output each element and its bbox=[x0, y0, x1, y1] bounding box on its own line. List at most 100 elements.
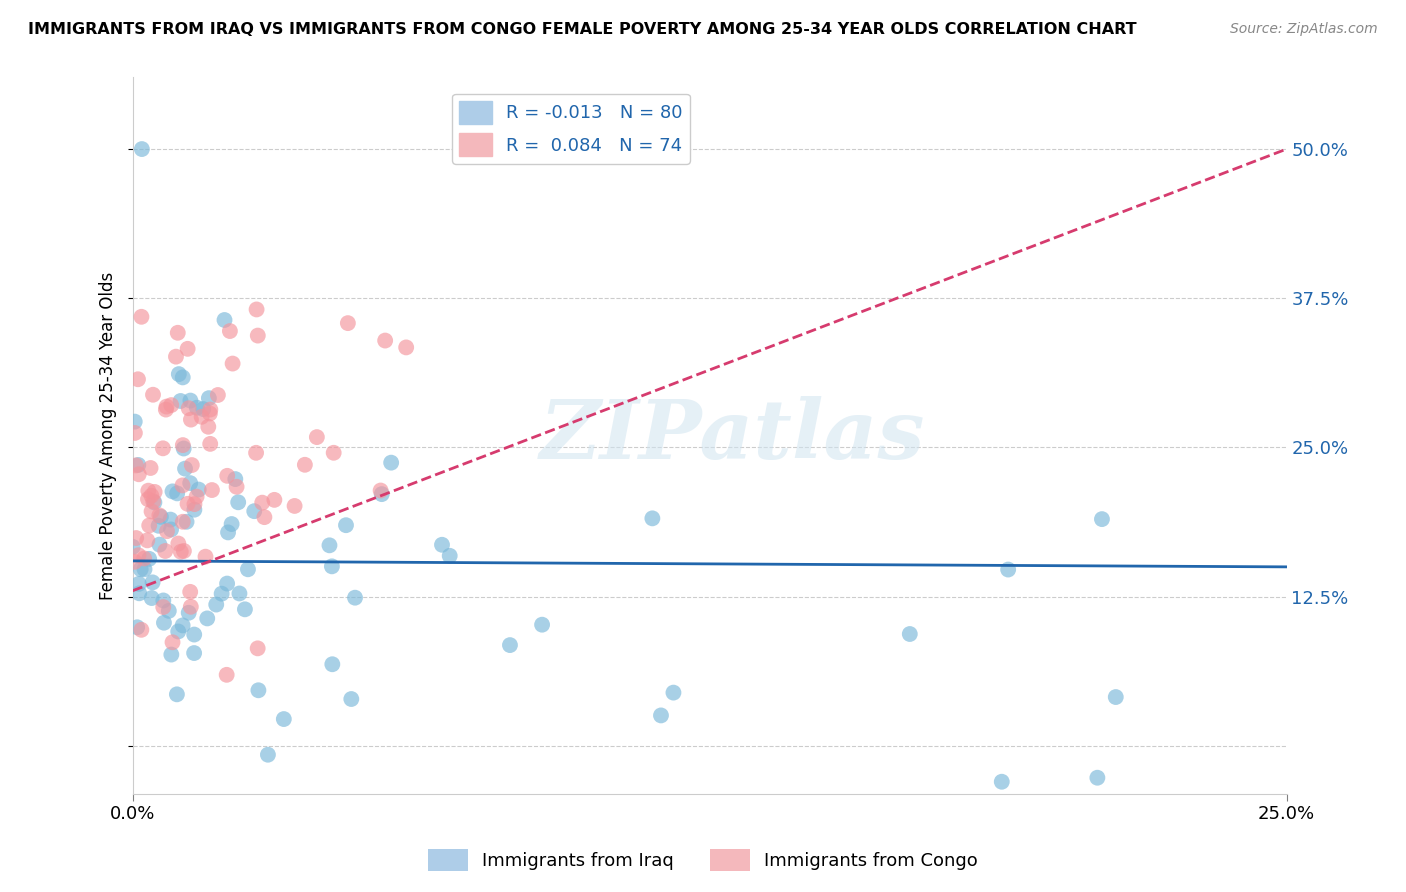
Point bbox=[176, 342, 198, 356]
Point bbox=[166, 687, 188, 701]
Point bbox=[228, 586, 250, 600]
Point bbox=[250, 496, 273, 510]
Point bbox=[294, 458, 316, 472]
Point bbox=[128, 586, 150, 600]
Point bbox=[153, 615, 176, 630]
Point bbox=[221, 516, 243, 531]
Point bbox=[127, 458, 149, 472]
Point bbox=[650, 708, 672, 723]
Point bbox=[125, 531, 148, 545]
Point bbox=[160, 398, 183, 412]
Point bbox=[124, 415, 146, 429]
Point bbox=[197, 419, 219, 434]
Point bbox=[371, 487, 394, 501]
Point bbox=[662, 685, 685, 699]
Point bbox=[141, 504, 163, 518]
Point bbox=[221, 357, 243, 371]
Text: Source: ZipAtlas.com: Source: ZipAtlas.com bbox=[1230, 22, 1378, 37]
Point bbox=[205, 598, 228, 612]
Point bbox=[997, 562, 1019, 576]
Point bbox=[176, 515, 198, 529]
Point bbox=[374, 334, 396, 348]
Point bbox=[321, 657, 343, 672]
Text: ZIPatlas: ZIPatlas bbox=[540, 395, 925, 475]
Point bbox=[167, 624, 190, 639]
Point bbox=[142, 575, 165, 590]
Point bbox=[167, 367, 190, 381]
Point bbox=[138, 518, 160, 533]
Point bbox=[173, 544, 195, 558]
Point bbox=[155, 400, 177, 414]
Point bbox=[180, 458, 202, 472]
Point bbox=[321, 559, 343, 574]
Point bbox=[217, 576, 239, 591]
Point bbox=[142, 388, 165, 402]
Point bbox=[340, 692, 363, 706]
Point bbox=[124, 555, 146, 569]
Point bbox=[172, 515, 194, 529]
Point bbox=[143, 495, 166, 509]
Point bbox=[217, 468, 239, 483]
Point bbox=[183, 627, 205, 641]
Point bbox=[344, 591, 367, 605]
Point bbox=[162, 484, 184, 499]
Point bbox=[990, 774, 1012, 789]
Point bbox=[127, 620, 149, 634]
Point bbox=[138, 552, 160, 566]
Legend: R = -0.013   N = 80, R =  0.084   N = 74: R = -0.013 N = 80, R = 0.084 N = 74 bbox=[453, 94, 690, 163]
Point bbox=[159, 513, 181, 527]
Point bbox=[245, 446, 267, 460]
Point bbox=[176, 497, 198, 511]
Point bbox=[155, 402, 177, 417]
Point bbox=[152, 442, 174, 456]
Point bbox=[641, 511, 664, 525]
Point bbox=[186, 490, 208, 504]
Point bbox=[148, 508, 170, 523]
Point bbox=[499, 638, 522, 652]
Point bbox=[225, 480, 247, 494]
Point bbox=[236, 562, 259, 576]
Point bbox=[174, 461, 197, 475]
Point bbox=[370, 483, 392, 498]
Point bbox=[200, 402, 222, 417]
Point bbox=[152, 600, 174, 615]
Point bbox=[121, 540, 143, 554]
Y-axis label: Female Poverty Among 25-34 Year Olds: Female Poverty Among 25-34 Year Olds bbox=[100, 271, 117, 599]
Point bbox=[134, 551, 156, 566]
Point bbox=[183, 497, 205, 511]
Point bbox=[531, 617, 554, 632]
Text: IMMIGRANTS FROM IRAQ VS IMMIGRANTS FROM CONGO FEMALE POVERTY AMONG 25-34 YEAR OL: IMMIGRANTS FROM IRAQ VS IMMIGRANTS FROM … bbox=[28, 22, 1136, 37]
Point bbox=[336, 316, 359, 330]
Point bbox=[177, 401, 200, 416]
Point bbox=[172, 618, 194, 632]
Point bbox=[179, 585, 201, 599]
Point bbox=[172, 438, 194, 452]
Point bbox=[177, 606, 200, 620]
Legend: Immigrants from Iraq, Immigrants from Congo: Immigrants from Iraq, Immigrants from Co… bbox=[420, 842, 986, 879]
Point bbox=[180, 599, 202, 614]
Point bbox=[152, 593, 174, 607]
Point bbox=[131, 310, 153, 324]
Point bbox=[322, 446, 344, 460]
Point bbox=[219, 324, 242, 338]
Point bbox=[173, 442, 195, 456]
Point bbox=[128, 577, 150, 591]
Point bbox=[166, 486, 188, 500]
Point bbox=[179, 476, 201, 491]
Point bbox=[148, 538, 170, 552]
Point bbox=[214, 313, 236, 327]
Point bbox=[246, 328, 269, 343]
Point bbox=[134, 562, 156, 576]
Point bbox=[160, 523, 183, 537]
Point bbox=[211, 587, 233, 601]
Point bbox=[284, 499, 307, 513]
Point bbox=[186, 401, 208, 415]
Point bbox=[131, 623, 153, 637]
Point bbox=[136, 492, 159, 507]
Point bbox=[148, 518, 170, 533]
Point bbox=[124, 425, 146, 440]
Point bbox=[183, 502, 205, 516]
Point bbox=[246, 641, 269, 656]
Point bbox=[430, 538, 453, 552]
Point bbox=[198, 407, 221, 421]
